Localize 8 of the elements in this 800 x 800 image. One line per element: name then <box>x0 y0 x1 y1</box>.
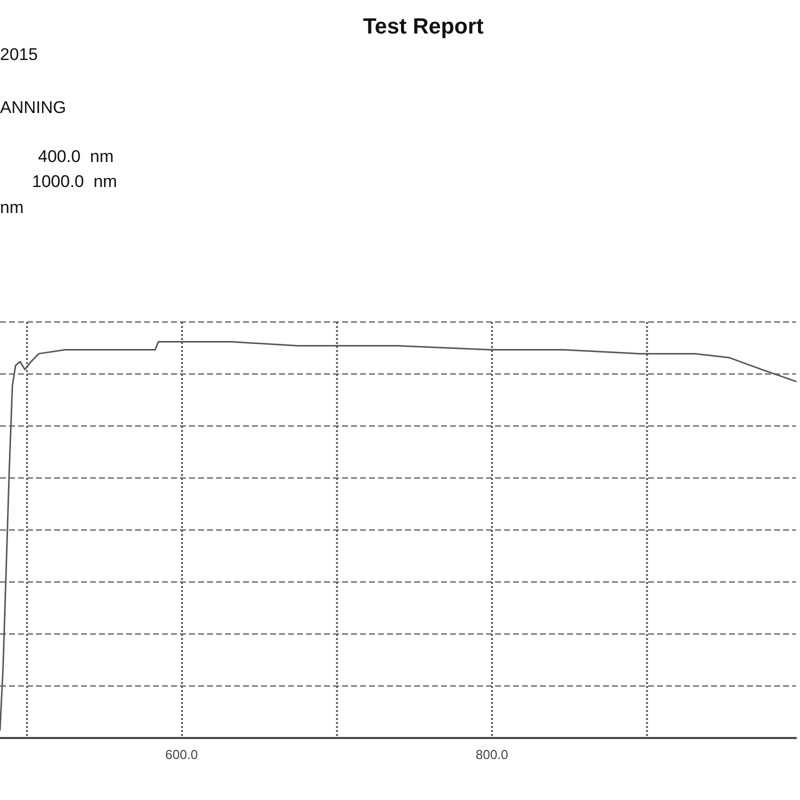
x-tick-label: 600.0 <box>165 747 198 762</box>
text: 400.0 nm <box>38 147 114 166</box>
text: nm <box>0 198 24 217</box>
text: 1000.0 nm <box>32 172 118 191</box>
text: ANNING <box>0 98 66 117</box>
x-tick-label: 800.0 <box>476 747 508 762</box>
chart-title: Test Report <box>363 14 484 38</box>
text: 2015 <box>0 45 38 64</box>
